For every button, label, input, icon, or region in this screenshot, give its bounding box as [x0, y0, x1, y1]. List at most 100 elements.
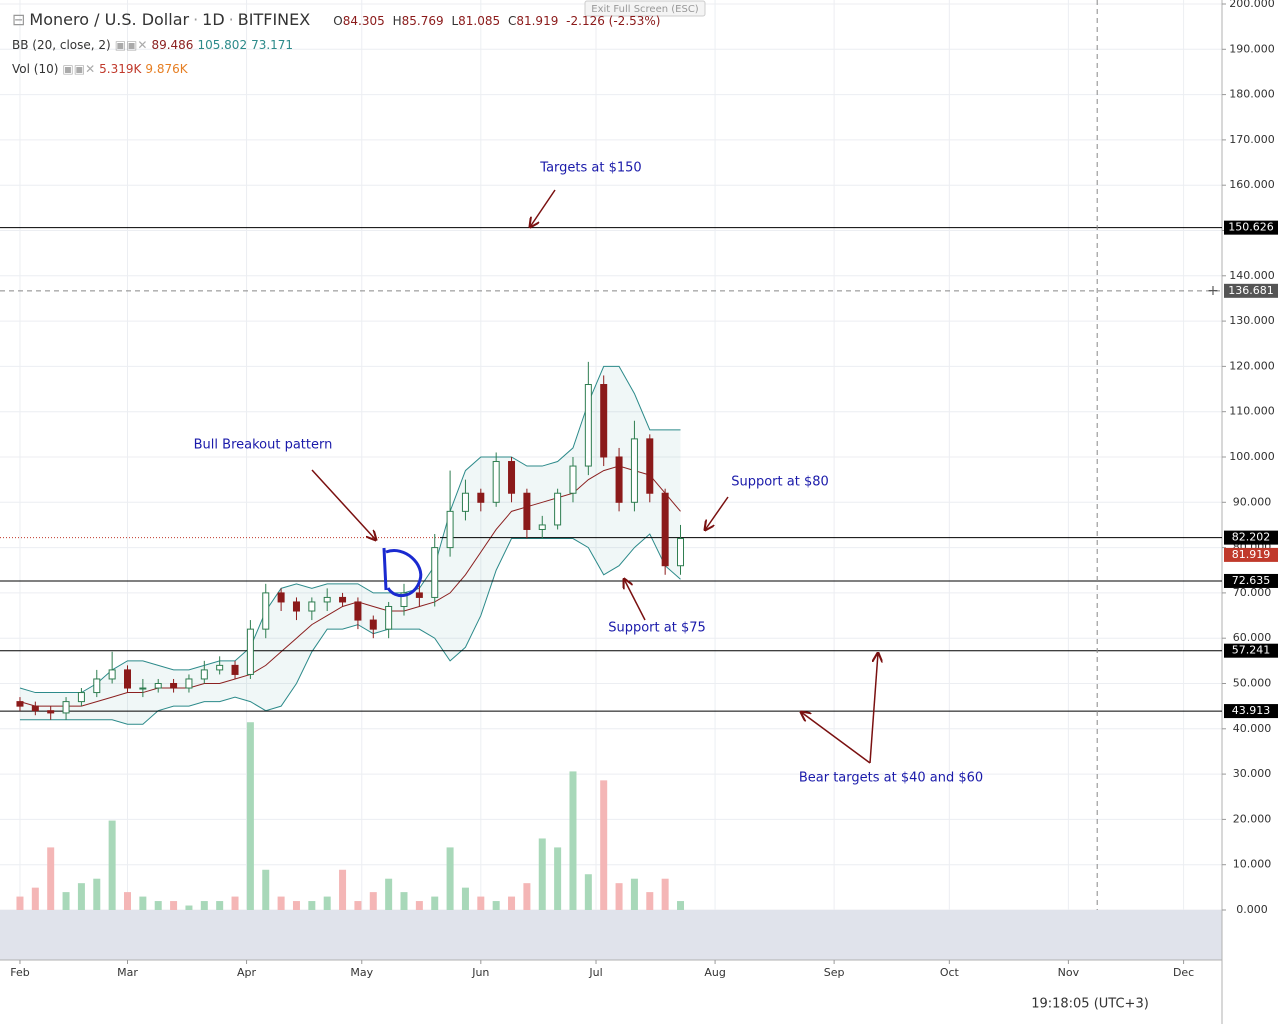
change: -2.126 (-2.53%) [566, 14, 661, 28]
candle-body [154, 682, 162, 689]
volume-bar [77, 883, 85, 910]
candle-body [292, 601, 300, 612]
candle-body [31, 705, 39, 712]
close: 81.919 [516, 14, 559, 28]
volume-bar [400, 892, 408, 910]
volume-bar [170, 901, 178, 910]
exit-fullscreen-label[interactable]: Exit Full Screen (ESC) [591, 4, 699, 15]
volume-bar [630, 878, 638, 910]
bb-lower: 73.171 [251, 38, 294, 52]
x-tick-label: Apr [237, 966, 257, 979]
candle-body [123, 669, 131, 689]
crosshair-label: 136.681 [1228, 284, 1274, 297]
crosshair-label-box [1224, 283, 1278, 298]
y-tick-label: 40.000 [1233, 722, 1272, 735]
level-label: 57.241 [1232, 644, 1271, 657]
candle-body [231, 664, 239, 675]
candle-body [630, 438, 638, 503]
ohlc: O84.305 H85.769 L81.085 C81.919 -2.126 (… [333, 14, 664, 28]
volume-bar [108, 820, 116, 910]
volume-bar [277, 896, 285, 910]
y-tick-label: 50.000 [1233, 676, 1272, 689]
x-tick-label: May [350, 966, 373, 979]
last-price-label: 81.919 [1232, 548, 1271, 561]
interval[interactable]: 1D [202, 10, 225, 29]
candle-body [554, 492, 562, 526]
bb-middle: 89.486 [151, 38, 194, 52]
volume-bar [646, 892, 654, 910]
candle-body [677, 538, 685, 567]
candle-body [216, 664, 224, 671]
candle-body [584, 384, 592, 467]
candle-body [47, 710, 55, 714]
candle-body [661, 492, 669, 567]
candle-body [492, 461, 500, 503]
clock: 19:18:05 (UTC+3) [1031, 997, 1149, 1012]
volume-bar [154, 901, 162, 910]
volume-bar [292, 901, 300, 910]
y-tick-label: 120.000 [1229, 359, 1275, 372]
candle-body [400, 592, 408, 607]
y-tick-label: 170.000 [1229, 133, 1275, 146]
y-tick-label: 60.000 [1233, 631, 1272, 644]
volume-bar [446, 847, 454, 910]
volume-bar [139, 896, 147, 910]
candle-body [477, 492, 485, 503]
y-tick-label: 160.000 [1229, 178, 1275, 191]
symbol: Monero / U.S. Dollar [29, 10, 190, 29]
high: 85.769 [401, 14, 444, 28]
bb-fill [19, 366, 681, 725]
price-line-label-box [1224, 530, 1278, 545]
annotation: Support at $80 [731, 475, 829, 490]
level-label: 43.913 [1232, 704, 1271, 717]
candle-body [262, 592, 270, 630]
bb-line [19, 365, 681, 694]
volume-bar [339, 869, 347, 910]
candle-body [646, 438, 654, 494]
volume-bar [600, 780, 608, 910]
x-tick-label: Jun [471, 966, 489, 979]
level-label-box [1224, 573, 1278, 588]
candle-body [185, 678, 193, 689]
plot [0, 0, 1222, 910]
volume-bar [308, 901, 316, 910]
volume-bar [431, 896, 439, 910]
level-label-box [1224, 643, 1278, 658]
low: 81.085 [458, 14, 501, 28]
candle-body [538, 524, 546, 530]
volume-bar [246, 722, 254, 910]
h-label: H [392, 14, 402, 28]
annotation-arrows [311, 189, 878, 764]
bb-legend: BB (20, close, 2) ▣▣✕ 89.486 105.802 73.171 [12, 38, 294, 52]
exchange: BITFINEX [237, 10, 311, 29]
x-tick-label: Dec [1173, 966, 1194, 979]
bb-line [19, 465, 681, 707]
collapse-icon[interactable]: ⊟ [12, 10, 26, 29]
x-tick-label: Feb [10, 966, 29, 979]
candle-body [308, 601, 316, 612]
annotation: Bear targets at $40 and $60 [799, 771, 983, 786]
volume-bar [123, 892, 131, 910]
y-tick-label: 0.000 [1236, 903, 1268, 916]
x-tick-label: Oct [940, 966, 960, 979]
vol-value: 5.319K [99, 62, 142, 76]
y-tick-label: 200.000 [1229, 0, 1275, 10]
volume-bar [538, 838, 546, 910]
candle-body [16, 701, 24, 707]
exit-fullscreen-button[interactable] [584, 0, 706, 17]
volume-bar [369, 892, 377, 910]
x-tick-label: Nov [1058, 966, 1080, 979]
y-tick-label: 130.000 [1229, 314, 1275, 327]
candle-body [385, 605, 393, 630]
level-label-box [1224, 220, 1278, 235]
x-tick-label: Jul [588, 966, 602, 979]
volume-bar [554, 847, 562, 910]
volume-bar [492, 901, 500, 910]
candle-body [108, 669, 116, 680]
y-tick-label: 100.000 [1229, 450, 1275, 463]
annotation: Targets at $150 [539, 161, 641, 176]
breakout-circle [382, 547, 423, 597]
volume-bar [31, 887, 39, 910]
y-tick-label: 140.000 [1229, 269, 1275, 282]
volume-bar [185, 905, 193, 910]
